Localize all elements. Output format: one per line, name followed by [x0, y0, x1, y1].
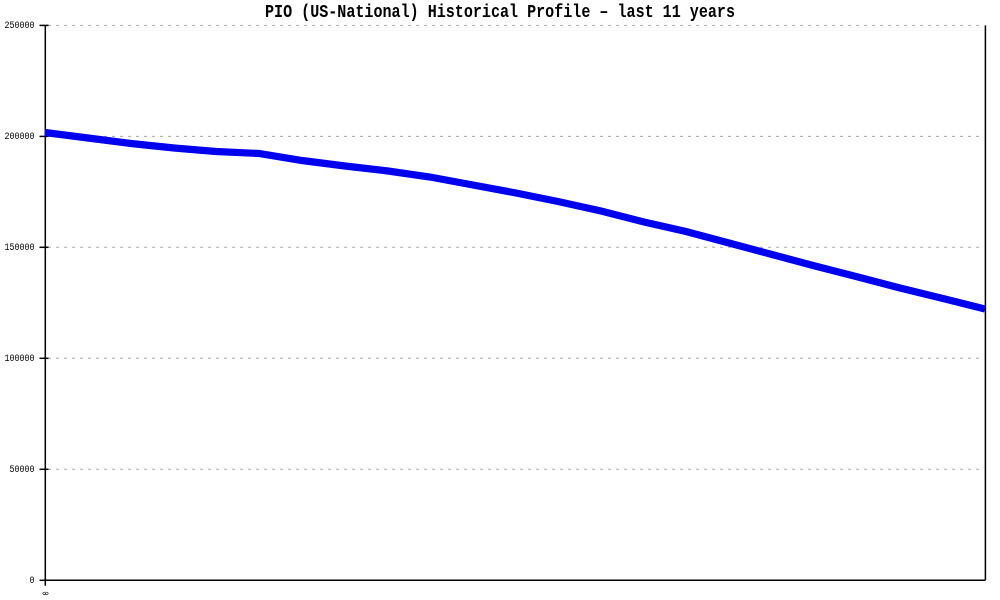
- svg-text:250000: 250000: [4, 19, 34, 31]
- svg-text:0: 0: [41, 591, 51, 595]
- svg-text:50000: 50000: [9, 463, 34, 475]
- svg-text:100000: 100000: [4, 352, 34, 364]
- svg-text:200000: 200000: [4, 130, 34, 142]
- svg-text:PIO (US-National) Historical P: PIO (US-National) Historical Profile – l…: [265, 3, 735, 23]
- svg-text:150000: 150000: [4, 241, 34, 253]
- svg-text:0: 0: [29, 574, 34, 586]
